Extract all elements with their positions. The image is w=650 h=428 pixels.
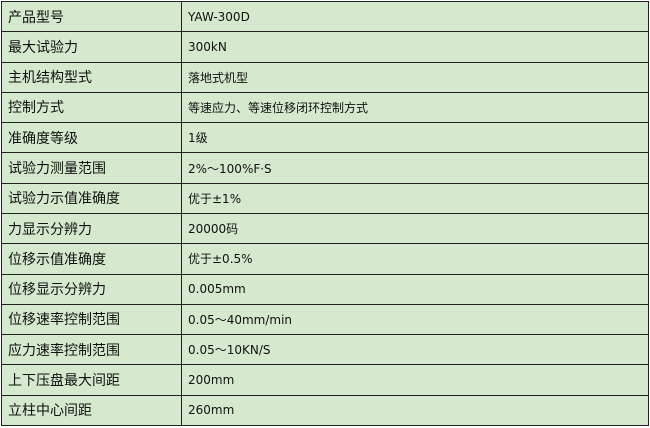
spec-value: 1级 (181, 122, 649, 154)
table-row: 立柱中心间距 260mm (1, 394, 649, 427)
spec-label: 试验力测量范围 (1, 152, 182, 184)
spec-value: YAW-300D (181, 0, 649, 33)
table-row: 力显示分辨力 20000码 (1, 212, 649, 245)
table-row: 位移显示分辨力 0.005mm (1, 273, 649, 305)
spec-value: 优于±1% (181, 182, 649, 214)
spec-label: 准确度等级 (1, 122, 182, 154)
spec-value: 0.05～40mm/min (181, 303, 649, 336)
spec-value: 2%～100%F·S (181, 152, 649, 184)
spec-label: 最大试验力 (1, 31, 182, 63)
spec-label: 试验力示值准确度 (1, 182, 182, 214)
table-row: 控制方式 等速应力、等速位移闭环控制方式 (1, 91, 649, 124)
spec-label: 立柱中心间距 (1, 394, 182, 427)
spec-label: 应力速率控制范围 (1, 334, 182, 366)
spec-value: 0.005mm (181, 273, 649, 305)
spec-label: 位移示值准确度 (1, 243, 182, 275)
table-row: 产品型号 YAW-300D (1, 0, 649, 33)
table-row: 准确度等级 1级 (1, 122, 649, 154)
table-row: 主机结构型式 落地式机型 (1, 61, 649, 93)
spec-value: 20000码 (181, 212, 649, 245)
table-row: 位移示值准确度 优于±0.5% (1, 243, 649, 275)
spec-label: 主机结构型式 (1, 61, 182, 93)
table-row: 试验力示值准确度 优于±1% (1, 182, 649, 214)
spec-value: 260mm (181, 394, 649, 427)
spec-value: 0.05～10KN/S (181, 334, 649, 366)
spec-label: 上下压盘最大间距 (1, 364, 182, 396)
table-row: 位移速率控制范围 0.05～40mm/min (1, 303, 649, 336)
spec-label: 力显示分辨力 (1, 212, 182, 245)
spec-value: 200mm (181, 364, 649, 396)
spec-label: 位移速率控制范围 (1, 303, 182, 336)
spec-value: 落地式机型 (181, 61, 649, 93)
table-row: 应力速率控制范围 0.05～10KN/S (1, 334, 649, 366)
spec-label: 产品型号 (1, 0, 182, 33)
spec-label: 位移显示分辨力 (1, 273, 182, 305)
spec-value: 等速应力、等速位移闭环控制方式 (181, 91, 649, 124)
table-row: 最大试验力 300kN (1, 31, 649, 63)
table-row: 试验力测量范围 2%～100%F·S (1, 152, 649, 184)
spec-value: 300kN (181, 31, 649, 63)
spec-label: 控制方式 (1, 91, 182, 124)
table-row: 上下压盘最大间距 200mm (1, 364, 649, 396)
spec-value: 优于±0.5% (181, 243, 649, 275)
